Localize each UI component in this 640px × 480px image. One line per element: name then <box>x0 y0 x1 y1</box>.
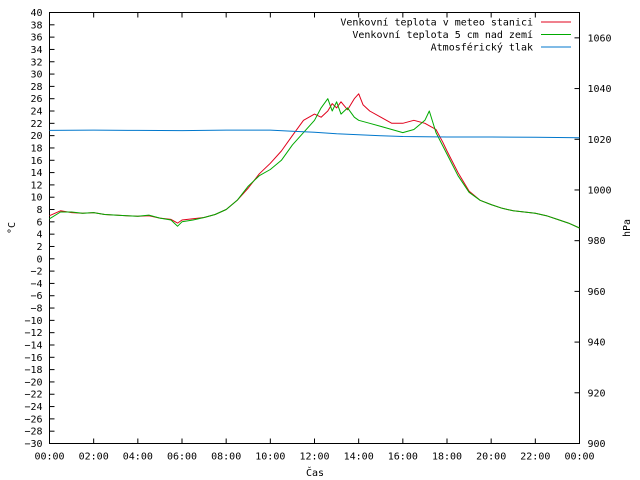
y-left-tick-label: −20 <box>24 377 42 388</box>
x-tick-label: 22:00 <box>520 452 550 463</box>
y-left-tick-label: −2 <box>30 267 42 278</box>
x-tick-label: 00:00 <box>564 452 594 463</box>
y-left-axis-label: °C <box>7 222 18 234</box>
y-left-tick-label: −10 <box>24 316 42 327</box>
y-left-tick-label: 24 <box>30 107 42 118</box>
y-left-ticks: −30−28−26−24−22−20−18−16−14−12−10−8−6−4−… <box>24 8 55 450</box>
x-tick-label: 12:00 <box>299 452 329 463</box>
x-tick-label: 06:00 <box>167 452 197 463</box>
x-ticks: 00:00 02:00 04:00 06:00 08:00 10:00 12:00 14:00… <box>34 12 595 463</box>
x-tick-label: 04:00 <box>123 452 153 463</box>
y-left-tick-label: 10 <box>30 193 42 204</box>
y-left-tick-label: 14 <box>30 168 42 179</box>
series-line-1 <box>49 98 580 229</box>
x-tick-label: 20:00 <box>476 452 506 463</box>
y-left-tick-label: 2 <box>36 242 42 253</box>
y-left-tick-label: 38 <box>30 20 42 31</box>
y-left-tick-label: 16 <box>30 156 42 167</box>
legend-label: Venkovní teplota 5 cm nad zemí <box>352 29 533 41</box>
y-left-tick-label: 6 <box>36 217 42 228</box>
y-right-tick-label: 960 <box>588 287 606 298</box>
y-right-axis-label: hPa <box>622 219 633 237</box>
y-left-tick-label: 4 <box>36 230 42 241</box>
y-left-tick-label: −26 <box>24 414 42 425</box>
y-left-tick-label: 30 <box>30 70 42 81</box>
y-left-tick-label: −28 <box>24 427 42 438</box>
y-left-tick-label: 26 <box>30 94 42 105</box>
x-tick-label: 08:00 <box>211 452 241 463</box>
y-right-tick-label: 1060 <box>588 33 612 44</box>
legend-label: Venkovní teplota v meteo stanici <box>340 17 533 29</box>
y-left-tick-label: 0 <box>36 254 42 265</box>
y-left-tick-label: −22 <box>24 390 42 401</box>
y-left-tick-label: 22 <box>30 119 42 130</box>
x-tick-label: 14:00 <box>344 452 374 463</box>
y-left-tick-label: −6 <box>30 291 42 302</box>
y-left-tick-label: 40 <box>30 8 42 19</box>
y-right-tick-label: 980 <box>588 236 606 247</box>
y-left-tick-label: 8 <box>36 205 42 216</box>
y-left-tick-label: −24 <box>24 402 42 413</box>
series-line-2 <box>49 129 580 139</box>
y-right-tick-label: 1020 <box>588 135 612 146</box>
y-right-ticks: 900 920 940 960 980 1000 1020 1040 1060 <box>574 33 612 450</box>
y-left-tick-label: 18 <box>30 143 42 154</box>
plot-frame <box>49 12 580 444</box>
y-left-tick-label: 28 <box>30 82 42 93</box>
y-left-tick-label: −14 <box>24 340 42 351</box>
y-left-tick-label: 20 <box>30 131 42 142</box>
y-left-tick-label: 36 <box>30 33 42 44</box>
x-axis-label: Čas <box>306 466 324 479</box>
y-right-tick-label: 940 <box>588 338 606 349</box>
y-left-tick-label: −16 <box>24 353 42 364</box>
y-left-tick-label: −4 <box>30 279 42 290</box>
y-left-tick-label: −30 <box>24 439 42 450</box>
x-tick-label: 16:00 <box>388 452 418 463</box>
x-tick-label: 10:00 <box>255 452 285 463</box>
y-left-tick-label: 12 <box>30 180 42 191</box>
x-tick-label: 00:00 <box>34 452 64 463</box>
y-right-tick-label: 1000 <box>588 185 612 196</box>
y-left-tick-label: 34 <box>30 45 42 56</box>
y-right-tick-label: 900 <box>588 439 606 450</box>
legend-label: Atmosférický tlak <box>431 42 533 54</box>
y-left-tick-label: −18 <box>24 365 42 376</box>
y-left-tick-label: −12 <box>24 328 42 339</box>
y-left-tick-label: −8 <box>30 304 42 315</box>
y-left-tick-label: 32 <box>30 57 42 68</box>
legend: Venkovní teplota v meteo staniciVenkovní… <box>340 17 571 54</box>
y-right-tick-label: 1040 <box>588 84 612 95</box>
x-tick-label: 02:00 <box>79 452 109 463</box>
x-tick-label: 18:00 <box>432 452 462 463</box>
y-right-tick-label: 920 <box>588 388 606 399</box>
series-lines <box>49 93 580 229</box>
